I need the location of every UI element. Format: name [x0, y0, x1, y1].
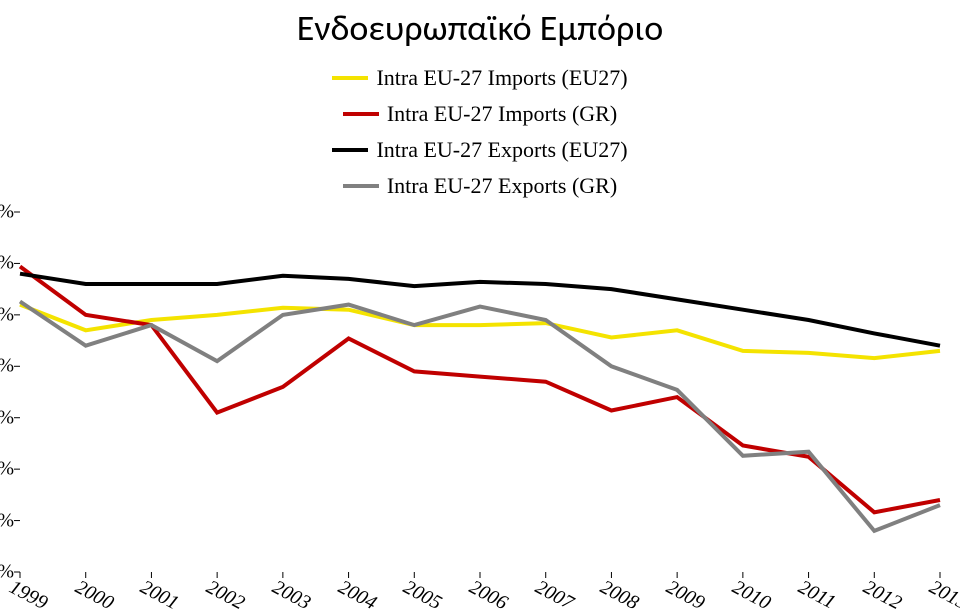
chart-svg — [20, 212, 940, 572]
legend-item: Intra EU-27 Imports (EU27) — [332, 62, 627, 94]
legend-swatch — [343, 112, 379, 116]
x-tick-label: 2008 — [597, 576, 643, 615]
x-tick-label: 2005 — [399, 576, 445, 615]
y-tick-label: 60% — [0, 355, 14, 378]
x-tick-label: 2007 — [531, 576, 577, 615]
series-imports_gr — [20, 267, 940, 513]
legend-item: Intra EU-27 Imports (GR) — [343, 98, 617, 130]
x-tick-label: 2003 — [268, 576, 314, 615]
x-tick-label: 2006 — [465, 576, 511, 615]
y-tick-label: 75% — [0, 201, 14, 224]
y-tick-label: 70% — [0, 252, 14, 275]
x-tick-label: 2010 — [728, 576, 774, 615]
x-tick-label: 2011 — [794, 576, 839, 614]
legend-swatch — [332, 148, 368, 152]
x-tick-label: 2001 — [137, 576, 183, 615]
legend-label: Intra EU-27 Exports (EU27) — [376, 134, 627, 166]
legend-item: Intra EU-27 Exports (EU27) — [332, 134, 627, 166]
x-tick-label: 2004 — [334, 576, 380, 615]
x-tick-label: 2012 — [859, 576, 905, 615]
x-tick-label: 2000 — [71, 576, 117, 615]
legend-label: Intra EU-27 Imports (EU27) — [376, 62, 627, 94]
legend-swatch — [332, 76, 368, 80]
x-tick-label: 2002 — [202, 576, 248, 615]
legend-swatch — [343, 184, 379, 188]
y-tick-label: 40% — [0, 561, 14, 584]
y-tick-label: 55% — [0, 406, 14, 429]
x-tick-label: 2013 — [925, 576, 960, 615]
legend-item: Intra EU-27 Exports (GR) — [343, 170, 617, 202]
legend-label: Intra EU-27 Exports (GR) — [387, 170, 617, 202]
chart-plot-area: 40%45%50%55%60%65%70%75%1999200020012002… — [20, 212, 940, 572]
legend-label: Intra EU-27 Imports (GR) — [387, 98, 617, 130]
legend: Intra EU-27 Imports (EU27) Intra EU-27 Im… — [180, 60, 780, 204]
x-tick-label: 2009 — [662, 576, 708, 615]
y-tick-label: 45% — [0, 509, 14, 532]
chart-title: Ενδοευρωπαϊκό Εμπόριο — [0, 6, 960, 50]
y-tick-label: 50% — [0, 458, 14, 481]
x-tick-label: 1999 — [5, 576, 51, 615]
y-tick-label: 65% — [0, 303, 14, 326]
